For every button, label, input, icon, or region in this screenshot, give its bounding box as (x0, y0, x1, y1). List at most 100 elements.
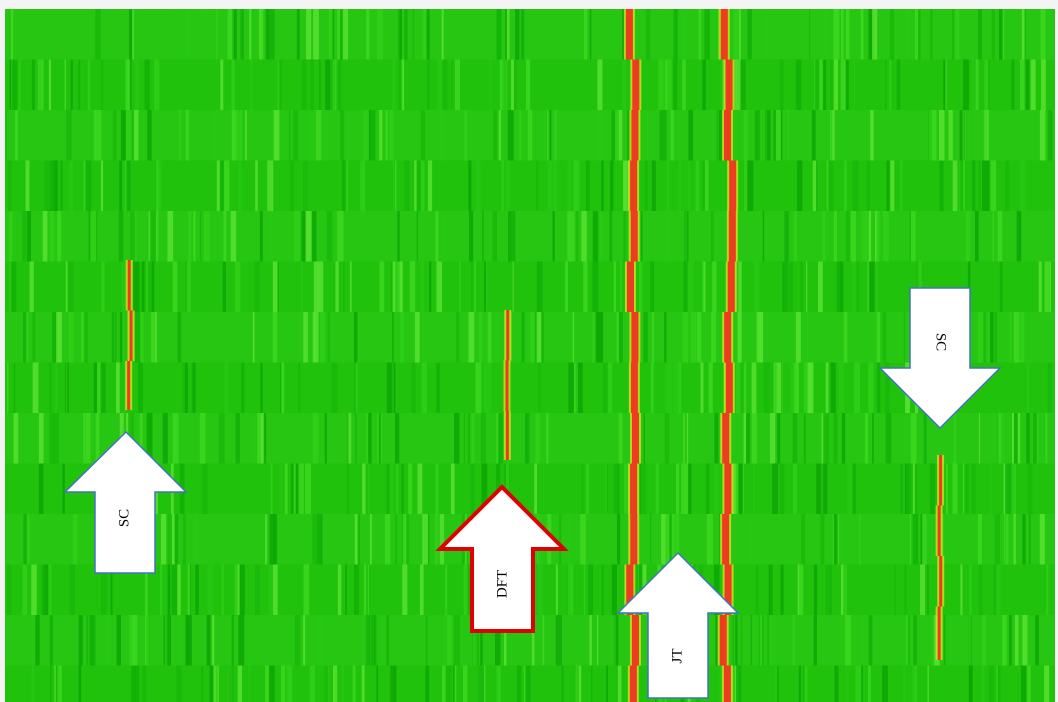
stripe (371, 615, 376, 666)
trace-core (631, 110, 638, 161)
stripe (417, 161, 421, 212)
stripe (535, 413, 540, 464)
stripe (273, 514, 277, 565)
stripe (94, 413, 95, 464)
stripe (665, 514, 669, 565)
stripe (912, 666, 915, 702)
stripe (969, 666, 972, 702)
stripe (667, 211, 670, 262)
stripe (822, 464, 827, 515)
stripe (602, 565, 604, 616)
stripe (456, 312, 459, 363)
trace-core (627, 262, 634, 313)
stripe (841, 60, 846, 111)
stripe (281, 666, 285, 702)
stripe (838, 514, 843, 565)
stripe (650, 514, 651, 565)
stripe (474, 211, 477, 262)
stripe (69, 161, 73, 212)
stripe (273, 262, 278, 313)
trace-core (938, 506, 941, 557)
stripe (904, 565, 907, 616)
stripe (421, 262, 424, 313)
stripe (943, 60, 945, 111)
stripe (1020, 312, 1024, 363)
stripe (515, 312, 520, 363)
stripe (350, 262, 352, 313)
trace-core (726, 363, 733, 414)
stripe (772, 363, 773, 414)
stripe (702, 262, 704, 313)
stripe (788, 262, 794, 313)
stripe (113, 110, 117, 161)
stripe (310, 666, 315, 702)
stripe (436, 363, 440, 414)
trace-core (720, 615, 727, 666)
stripe (765, 110, 767, 161)
trace-core (632, 615, 639, 666)
stripe (70, 565, 76, 616)
stripe (260, 363, 262, 414)
stripe (335, 262, 338, 313)
stripe (1037, 413, 1039, 464)
stripe (325, 60, 330, 111)
stripe (415, 312, 420, 363)
stripe (333, 666, 337, 702)
stripe (7, 565, 11, 616)
stripe (370, 514, 372, 565)
stripe (273, 565, 278, 616)
stripe (427, 9, 430, 60)
stripe (451, 464, 455, 515)
row-band (5, 161, 1055, 212)
stripe (568, 514, 572, 565)
stripe (736, 666, 741, 702)
stripe (1014, 413, 1018, 464)
stripe (475, 363, 481, 414)
stripe (79, 60, 81, 111)
stripe (967, 615, 971, 666)
stripe (860, 312, 862, 363)
stripe (790, 363, 793, 414)
stripe (1044, 666, 1049, 702)
stripe (900, 161, 903, 212)
stripe (550, 110, 552, 161)
stripe (303, 615, 305, 666)
stripe (567, 211, 572, 262)
stripe (464, 565, 467, 616)
stripe (999, 9, 1003, 60)
stripe (183, 363, 185, 414)
stripe (125, 110, 131, 161)
stripe (400, 9, 402, 60)
stripe (303, 161, 307, 212)
stripe (862, 211, 868, 262)
stripe (134, 110, 138, 161)
stripe (1018, 413, 1020, 464)
stripe (338, 565, 342, 616)
stripe (10, 262, 11, 313)
stripe (146, 262, 148, 313)
stripe (465, 413, 469, 464)
stripe (573, 211, 575, 262)
stripe (204, 211, 210, 262)
stripe (752, 615, 757, 666)
stripe (823, 211, 826, 262)
stripe (752, 413, 757, 464)
stripe (620, 262, 621, 313)
stripe (610, 161, 613, 212)
stripe (738, 312, 742, 363)
stripe (889, 60, 891, 111)
stripe (993, 565, 996, 616)
stripe (920, 565, 925, 616)
stripe (886, 161, 889, 212)
stripe (509, 211, 515, 262)
stripe (401, 464, 404, 515)
stripe (33, 312, 36, 363)
stripe (163, 413, 168, 464)
stripe (770, 413, 775, 464)
stripe (809, 9, 810, 60)
stripe (358, 514, 359, 565)
stripe (422, 514, 428, 565)
stripe (781, 110, 782, 161)
stripe (682, 60, 685, 111)
stripe (216, 9, 218, 60)
